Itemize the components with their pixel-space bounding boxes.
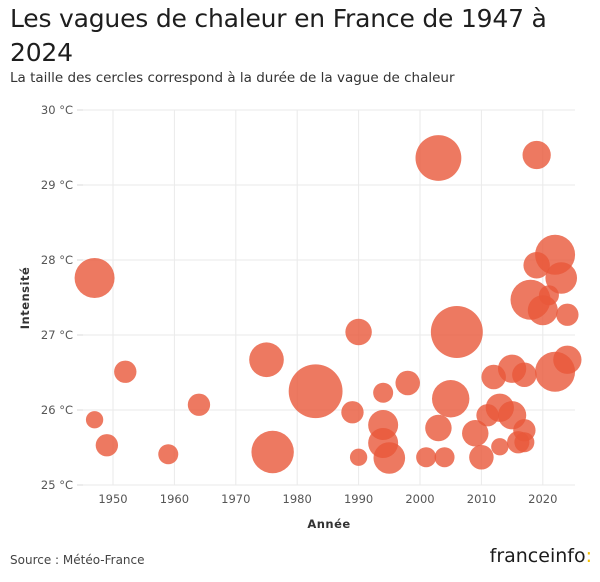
x-tick-label: 1990 xyxy=(344,492,373,506)
bubble-point xyxy=(425,414,452,442)
bubble-point xyxy=(85,411,104,429)
y-tick-label: 29 °C xyxy=(41,178,73,192)
bubble-point xyxy=(395,370,420,396)
bubble-point xyxy=(373,382,394,403)
bubble-point xyxy=(481,364,506,390)
y-tick-label: 30 °C xyxy=(41,103,73,117)
bubble-point xyxy=(431,380,470,418)
x-tick-label: 1960 xyxy=(160,492,189,506)
y-tick-label: 25 °C xyxy=(41,478,73,492)
y-tick-label: 26 °C xyxy=(41,403,73,417)
bubble-point xyxy=(349,448,368,466)
y-axis-label: Intensité xyxy=(18,267,32,330)
bubble-point xyxy=(476,404,499,427)
x-tick-label: 2010 xyxy=(467,492,496,506)
bubble-point xyxy=(491,438,509,456)
bubble-point xyxy=(187,393,211,416)
bubble-point xyxy=(249,342,284,378)
bubble-point xyxy=(416,447,437,468)
bubble-point xyxy=(345,318,372,346)
source-note: Source : Météo-France xyxy=(10,553,145,567)
x-tick-label: 1950 xyxy=(98,492,127,506)
bubble-point xyxy=(251,430,294,474)
logo-text: franceinfo xyxy=(489,545,586,567)
bubble-point xyxy=(469,445,494,470)
bubble-point xyxy=(556,303,579,326)
x-axis-ticks: 1950 1960 1970 1980 1990 2000 2010 2020 xyxy=(98,492,557,506)
bubble-point xyxy=(522,140,551,170)
y-tick-label: 27 °C xyxy=(41,328,73,342)
bubble-point xyxy=(288,364,343,419)
bubble-point xyxy=(368,428,399,458)
x-tick-label: 1970 xyxy=(221,492,250,506)
grid xyxy=(83,109,575,486)
bubble-point xyxy=(415,135,462,181)
bubble-point xyxy=(430,306,483,358)
bubble-point xyxy=(514,432,535,453)
bubble-point xyxy=(538,285,559,306)
y-tick-label: 28 °C xyxy=(41,253,73,267)
bubble-point xyxy=(462,420,489,447)
chart-subtitle: La taille des cercles correspond à la du… xyxy=(10,70,455,86)
bubble-point xyxy=(512,362,537,387)
franceinfo-logo: franceinfo: xyxy=(490,545,592,567)
bubble-point xyxy=(434,447,455,468)
x-tick-label: 2020 xyxy=(528,492,557,506)
bubbles xyxy=(74,135,582,474)
chart-title: Les vagues de chaleur en France de 1947 … xyxy=(10,4,547,67)
bubble-point xyxy=(114,360,137,383)
y-axis-ticks: 25 °C 26 °C 27 °C 28 °C 29 °C 30 °C xyxy=(41,103,83,492)
bubble-point xyxy=(158,444,179,465)
bubble-point xyxy=(523,252,550,279)
bubble-point xyxy=(553,345,582,374)
logo-colon: : xyxy=(585,545,592,567)
bubble-point xyxy=(95,434,119,457)
bubble-point xyxy=(545,262,578,294)
bubble-point xyxy=(341,401,364,424)
bubble-point xyxy=(74,258,115,298)
x-axis-label: Année xyxy=(307,517,350,531)
x-tick-label: 2000 xyxy=(405,492,434,506)
x-tick-label: 1980 xyxy=(283,492,312,506)
